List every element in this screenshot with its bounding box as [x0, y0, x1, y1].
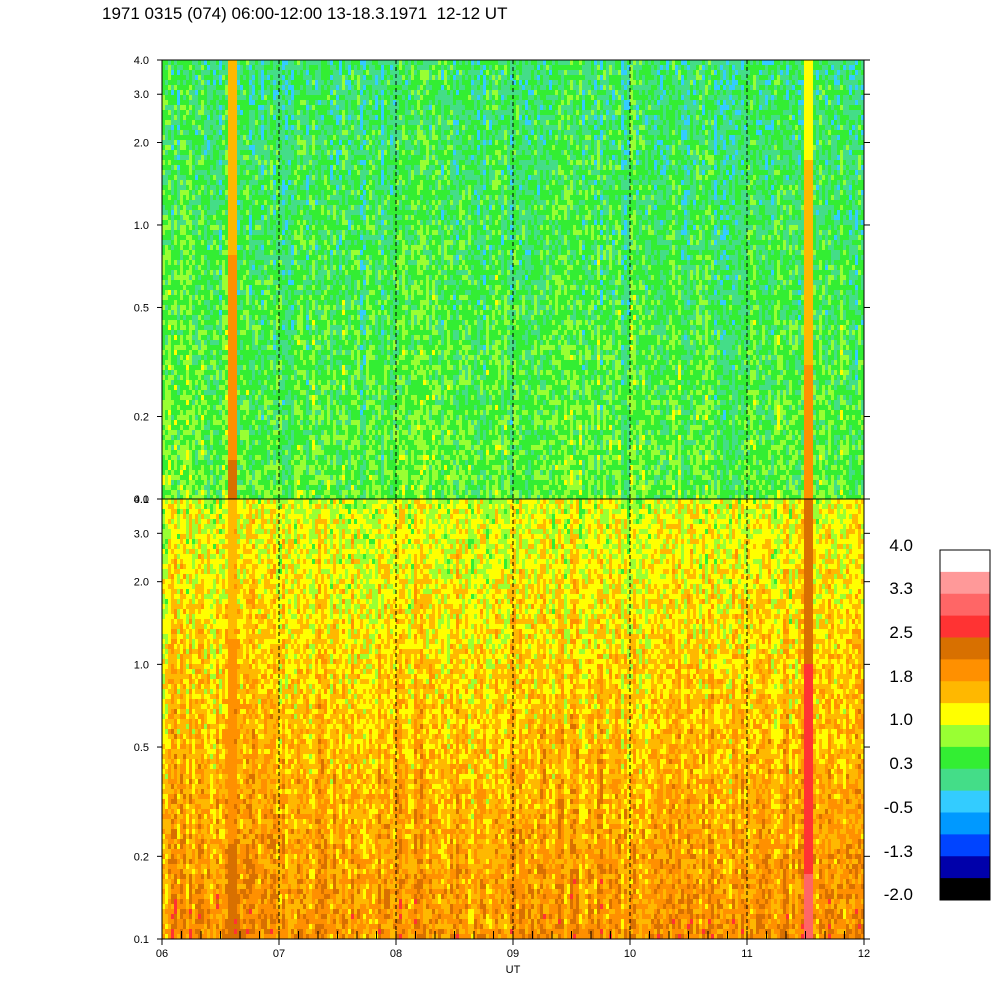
colorbar-swatch [940, 878, 990, 900]
colorbar-label: -0.5 [884, 798, 913, 817]
x-tick-label: 08 [390, 948, 402, 960]
colorbar-label: 1.0 [889, 710, 913, 729]
y-tick-label: 1.0 [134, 220, 149, 232]
x-tick-label: 09 [507, 948, 519, 960]
x-tick-label: 12 [858, 948, 870, 960]
colorbar-label: 0.3 [889, 754, 913, 773]
x-tick-label: 07 [273, 948, 285, 960]
colorbar-swatch [940, 616, 990, 638]
colorbar-swatch [940, 550, 990, 572]
y-tick-label: 2.0 [134, 577, 149, 589]
colorbar-swatch [940, 638, 990, 660]
colorbar-swatch [940, 769, 990, 791]
y-tick-label: 4.0 [134, 494, 149, 506]
colorbar-swatch [940, 791, 990, 813]
y-tick-label: 3.0 [134, 89, 149, 101]
colorbar-label: 3.3 [889, 579, 913, 598]
colorbar-swatch [940, 856, 990, 878]
colorbar-label: 2.5 [889, 623, 913, 642]
colorbar-swatch [940, 834, 990, 856]
y-tick-label: 0.1 [134, 934, 149, 946]
panel-lower [162, 499, 865, 940]
panel-upper [162, 60, 865, 501]
y-tick-label: 1.0 [134, 659, 149, 671]
y-tick-label: 0.5 [134, 302, 149, 314]
x-axis-label: UT [506, 964, 521, 976]
y-tick-label: 0.2 [134, 851, 149, 863]
colorbar-swatch [940, 681, 990, 703]
colorbar: 4.0 3.3 2.5 1.8 1.0 0.3 -0.5 -1.3 -2.0 [884, 536, 990, 904]
colorbar-swatch [940, 659, 990, 681]
colorbar-label: -1.3 [884, 842, 913, 861]
colorbar-swatch [940, 594, 990, 616]
colorbar-label: -2.0 [884, 885, 913, 904]
x-tick-label: 10 [624, 948, 636, 960]
colorbar-swatch [940, 572, 990, 594]
colorbar-swatch [940, 725, 990, 747]
x-tick-label: 06 [156, 948, 168, 960]
y-tick-label: 0.2 [134, 412, 149, 424]
colorbar-label: 4.0 [889, 536, 913, 555]
y-tick-label: 4.0 [134, 55, 149, 67]
y-tick-label: 0.5 [134, 742, 149, 754]
colorbar-swatch [940, 747, 990, 769]
colorbar-label: 1.8 [889, 667, 913, 686]
x-tick-label: 11 [741, 948, 752, 960]
y-tick-label: 3.0 [134, 528, 149, 540]
colorbar-swatch [940, 703, 990, 725]
colorbar-swatch [940, 813, 990, 835]
y-tick-label: 2.0 [134, 137, 149, 149]
